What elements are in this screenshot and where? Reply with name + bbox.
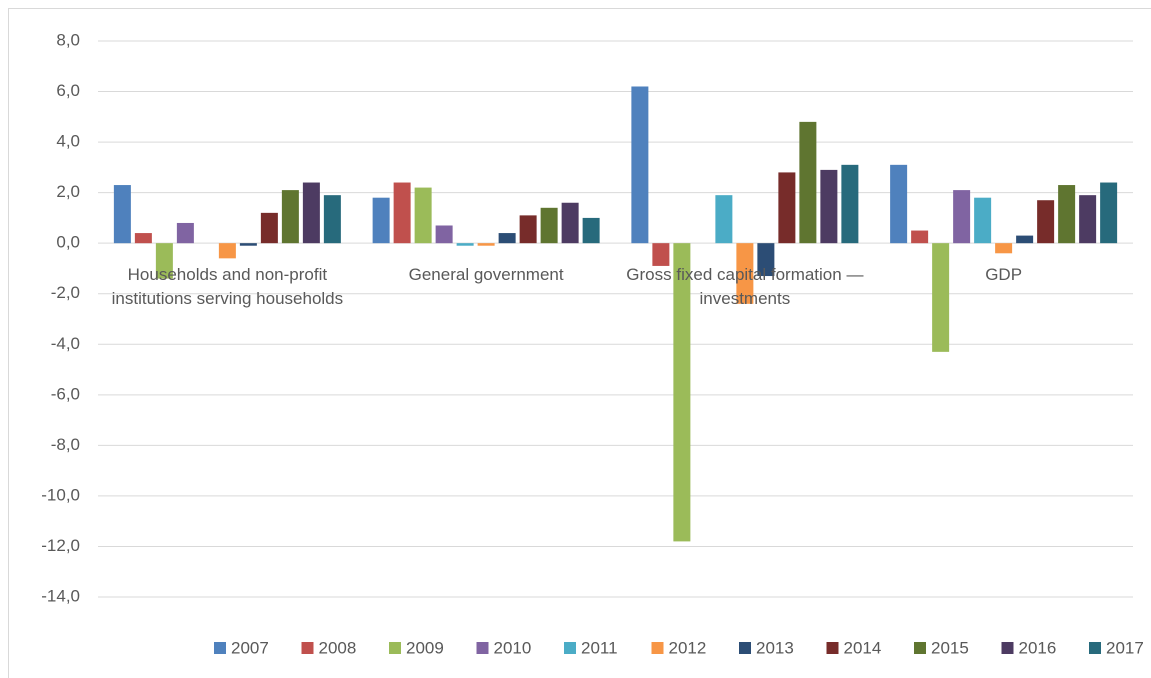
bar xyxy=(519,215,537,244)
bar xyxy=(113,185,131,244)
legend-label: 2015 xyxy=(931,638,969,657)
bar xyxy=(736,243,754,304)
bar xyxy=(134,233,152,244)
legend-swatch xyxy=(1001,642,1014,654)
legend-swatch xyxy=(826,642,839,654)
legend-label: 2013 xyxy=(756,638,794,657)
y-tick-label: 2,0 xyxy=(56,182,80,201)
y-tick-label: -14,0 xyxy=(41,586,80,605)
y-tick-label: -12,0 xyxy=(41,536,80,555)
bar xyxy=(1037,200,1055,244)
legend-swatch xyxy=(301,642,314,654)
bar xyxy=(498,233,516,244)
legend-label: 2010 xyxy=(494,638,532,657)
bar xyxy=(820,169,838,244)
legend-label: 2017 xyxy=(1106,638,1144,657)
bar xyxy=(239,243,257,246)
bar xyxy=(561,202,579,244)
bar xyxy=(260,212,278,244)
legend-swatch xyxy=(564,642,576,654)
bar xyxy=(673,243,691,542)
legend-swatch xyxy=(1089,642,1101,654)
legend-label: 2008 xyxy=(319,638,357,657)
bar xyxy=(953,190,971,244)
legend-swatch xyxy=(739,642,751,654)
bar xyxy=(372,197,390,244)
bar xyxy=(841,164,859,244)
bar xyxy=(890,164,908,244)
bar xyxy=(778,172,796,244)
legend-swatch xyxy=(914,642,926,654)
chart-border xyxy=(8,8,1151,678)
bar xyxy=(176,222,194,244)
y-tick-label: 0,0 xyxy=(56,233,80,252)
bar xyxy=(652,243,670,266)
bar xyxy=(281,190,299,244)
legend-label: 2007 xyxy=(231,638,269,657)
bar xyxy=(435,225,453,244)
bar xyxy=(1058,185,1076,244)
bar xyxy=(540,207,558,244)
bar xyxy=(715,195,733,244)
bar xyxy=(911,230,929,244)
x-tick-label: GDP xyxy=(985,265,1023,285)
bar xyxy=(1100,182,1118,244)
bar xyxy=(456,243,474,246)
bar xyxy=(757,243,775,277)
bar xyxy=(1016,235,1034,244)
legend-swatch xyxy=(389,642,401,654)
bar xyxy=(582,217,600,244)
y-tick-label: -4,0 xyxy=(51,334,80,353)
y-tick-label: -2,0 xyxy=(51,283,80,302)
legend-swatch xyxy=(476,642,489,654)
bar xyxy=(155,243,173,279)
bar xyxy=(995,243,1013,254)
legend-label: 2014 xyxy=(844,638,882,657)
bar xyxy=(393,182,411,244)
x-tick-label: General government xyxy=(408,265,564,285)
legend-label: 2012 xyxy=(669,638,707,657)
y-tick-label: -6,0 xyxy=(51,384,80,403)
bar xyxy=(414,187,432,244)
bar xyxy=(974,197,992,244)
x-tick-label: Households and non-profit institutions s… xyxy=(111,265,344,309)
legend-swatch xyxy=(214,642,226,654)
y-tick-label: -10,0 xyxy=(41,485,80,504)
bar xyxy=(218,243,236,259)
bar xyxy=(799,121,817,244)
bar xyxy=(932,243,950,352)
bar xyxy=(1079,195,1097,244)
legend-swatch xyxy=(651,642,664,654)
legend-label: 2016 xyxy=(1019,638,1057,657)
y-tick-label: 6,0 xyxy=(56,81,80,100)
y-tick-label: 8,0 xyxy=(56,30,80,49)
bar xyxy=(323,195,341,244)
x-tick-label: Gross fixed capital formation — investme… xyxy=(626,265,864,309)
y-tick-label: -8,0 xyxy=(51,435,80,454)
bar xyxy=(477,243,495,246)
y-tick-label: 4,0 xyxy=(56,132,80,151)
bar xyxy=(302,182,320,244)
legend-label: 2009 xyxy=(406,638,444,657)
legend-label: 2011 xyxy=(581,638,618,657)
bar xyxy=(631,86,649,244)
